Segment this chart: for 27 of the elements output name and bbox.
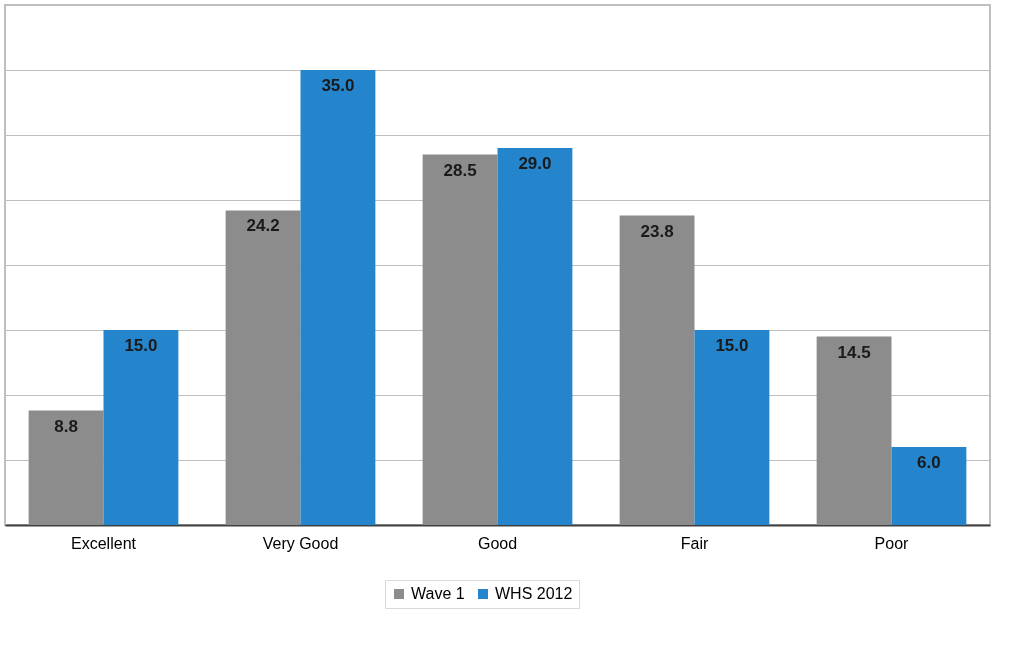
x-tick-label: Excellent — [71, 534, 137, 552]
bar — [619, 215, 695, 525]
bar — [300, 70, 376, 525]
legend-label: WHS 2012 — [495, 585, 573, 602]
data-label: 8.8 — [54, 416, 78, 436]
data-label: 28.5 — [443, 160, 477, 180]
legend-label: Wave 1 — [411, 585, 465, 602]
x-tick-label: Good — [477, 534, 518, 552]
bar — [497, 148, 573, 525]
data-label: 35.0 — [321, 76, 355, 95]
bar — [891, 447, 967, 525]
bar — [816, 336, 892, 525]
data-label: 14.5 — [837, 342, 871, 362]
data-label: 15.0 — [715, 336, 749, 355]
bar — [422, 154, 498, 525]
bar — [28, 410, 104, 525]
bar — [225, 210, 301, 525]
x-tick-label: Fair — [680, 534, 709, 552]
data-label: 29.0 — [518, 154, 552, 173]
data-label: 23.8 — [640, 221, 674, 241]
data-label: 24.2 — [246, 216, 280, 236]
x-tick-label: Poor — [874, 534, 910, 552]
data-label: 6.0 — [917, 453, 941, 472]
data-label: 15.0 — [124, 336, 158, 355]
bar — [694, 330, 770, 525]
bar — [103, 330, 179, 525]
x-tick-label: Very Good — [262, 534, 339, 552]
